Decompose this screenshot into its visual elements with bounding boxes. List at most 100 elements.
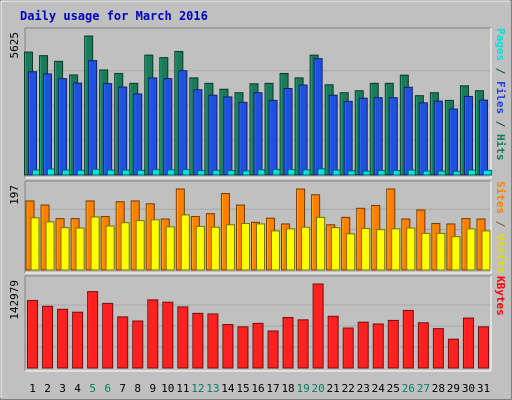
x-tick-label: 4 [74, 382, 81, 395]
x-tick-label: 2 [44, 382, 51, 395]
x-axis-labels: 1 2 3 4 5 6 7 8 9 10 11 12 13 14 15 16 17 18 19 20 21 22 23 24 2… [29, 382, 490, 395]
x-tick-label: 17 [266, 382, 279, 395]
bar-kbytes [357, 321, 369, 369]
panel-legend-label: Sites / Visits [494, 181, 507, 274]
chart-title: Daily usage for March 2016 [20, 9, 208, 23]
bar-kbytes [87, 291, 99, 369]
x-tick-label: 1 [29, 382, 36, 395]
x-tick-label: 14 [221, 382, 235, 395]
x-tick-label: 30 [462, 382, 475, 395]
bar-sites [75, 227, 85, 271]
y-max-label: 142979 [8, 280, 21, 320]
bar-kbytes [192, 312, 204, 369]
bar-sites [421, 232, 431, 271]
chart-panel-2: 197 Sites / Visits [8, 180, 507, 274]
bar-kbytes [312, 283, 324, 369]
bar-kbytes [372, 323, 384, 369]
bar-kbytes [477, 326, 489, 369]
bar-sites [105, 225, 115, 271]
legend-part-2: Visits [494, 234, 507, 274]
x-tick-label: 5 [89, 382, 96, 395]
bar-sites [225, 224, 235, 271]
panel-legend-label: Pages / Files / Hits [494, 28, 507, 161]
chart-panels: 5625 Pages / Files / Hits 197 Sites / Visit… [8, 27, 507, 372]
bar-kbytes [207, 313, 219, 369]
bar-kbytes [237, 326, 249, 369]
bar-kbytes [117, 316, 129, 369]
x-tick-label: 8 [134, 382, 141, 395]
bar-kbytes [327, 315, 339, 369]
legend-part-0: Sites [494, 181, 507, 214]
bar-kbytes [267, 330, 279, 369]
chart-panel-1: 5625 Pages / Files / Hits [8, 27, 507, 179]
x-tick-label: 28 [432, 382, 445, 395]
bar-sites [361, 227, 371, 271]
bar-kbytes [132, 320, 144, 369]
x-tick-label: 20 [312, 382, 325, 395]
x-tick-label: 9 [149, 382, 156, 395]
bar-sites [331, 227, 341, 271]
bar-sites [436, 232, 446, 271]
legend-part-2: Files [494, 81, 507, 114]
x-tick-label: 12 [191, 382, 204, 395]
bar-kbytes [162, 301, 174, 369]
legend-part-3: / [494, 114, 507, 134]
bar-kbytes [57, 308, 69, 369]
x-tick-label: 25 [387, 382, 400, 395]
bar-kbytes [447, 338, 459, 369]
legend-part-0: KBytes [494, 276, 507, 316]
bar-kbytes [222, 324, 234, 369]
x-tick-label: 10 [161, 382, 174, 395]
x-tick-label: 26 [402, 382, 415, 395]
x-tick-label: 27 [417, 382, 430, 395]
x-tick-label: 31 [477, 382, 490, 395]
x-tick-label: 11 [176, 382, 189, 395]
bar-sites [120, 222, 130, 271]
bar-sites [316, 216, 326, 271]
bar-sites [195, 225, 205, 271]
x-tick-label: 23 [357, 382, 370, 395]
bar-sites [240, 223, 250, 271]
x-tick-label: 21 [327, 382, 340, 395]
x-tick-label: 29 [447, 382, 460, 395]
chart-panel-3: 142979 KBytes [8, 275, 507, 372]
legend-part-4: Hits [494, 134, 507, 161]
x-tick-label: 22 [342, 382, 355, 395]
bar-kbytes [42, 305, 54, 369]
x-tick-label: 3 [59, 382, 66, 395]
bar-sites [271, 230, 281, 271]
bar-sites [376, 229, 386, 271]
bar-kbytes [252, 322, 264, 369]
bar-kbytes [432, 328, 444, 369]
bar-sites [256, 223, 265, 271]
bar-sites [210, 226, 220, 271]
bar-kbytes [177, 306, 189, 369]
bar-sites [90, 216, 100, 271]
bar-kbytes [27, 299, 39, 369]
legend-part-1: / [494, 61, 507, 81]
y-max-label: 5625 [8, 32, 21, 59]
bar-sites [301, 226, 311, 271]
legend-part-1: / [494, 214, 507, 234]
bar-pages [482, 169, 492, 176]
bar-sites [286, 228, 296, 271]
bar-kbytes [102, 302, 114, 369]
bar-sites [150, 219, 160, 271]
bar-kbytes [147, 299, 159, 369]
bar-sites [135, 220, 145, 271]
x-tick-label: 24 [372, 382, 386, 395]
bar-sites [481, 230, 491, 271]
bar-sites [60, 227, 70, 271]
bar-sites [346, 233, 356, 271]
bar-sites [45, 221, 55, 271]
x-tick-label: 7 [119, 382, 126, 395]
bar-kbytes [72, 311, 84, 369]
legend-part-0: Pages [494, 28, 507, 61]
panel-legend-label: KBytes [494, 276, 507, 316]
bar-kbytes [402, 309, 414, 369]
y-max-label: 197 [8, 185, 21, 205]
bar-kbytes [417, 322, 429, 369]
x-tick-label: 13 [206, 382, 219, 395]
bar-sites [451, 236, 461, 271]
bar-sites [466, 228, 476, 271]
